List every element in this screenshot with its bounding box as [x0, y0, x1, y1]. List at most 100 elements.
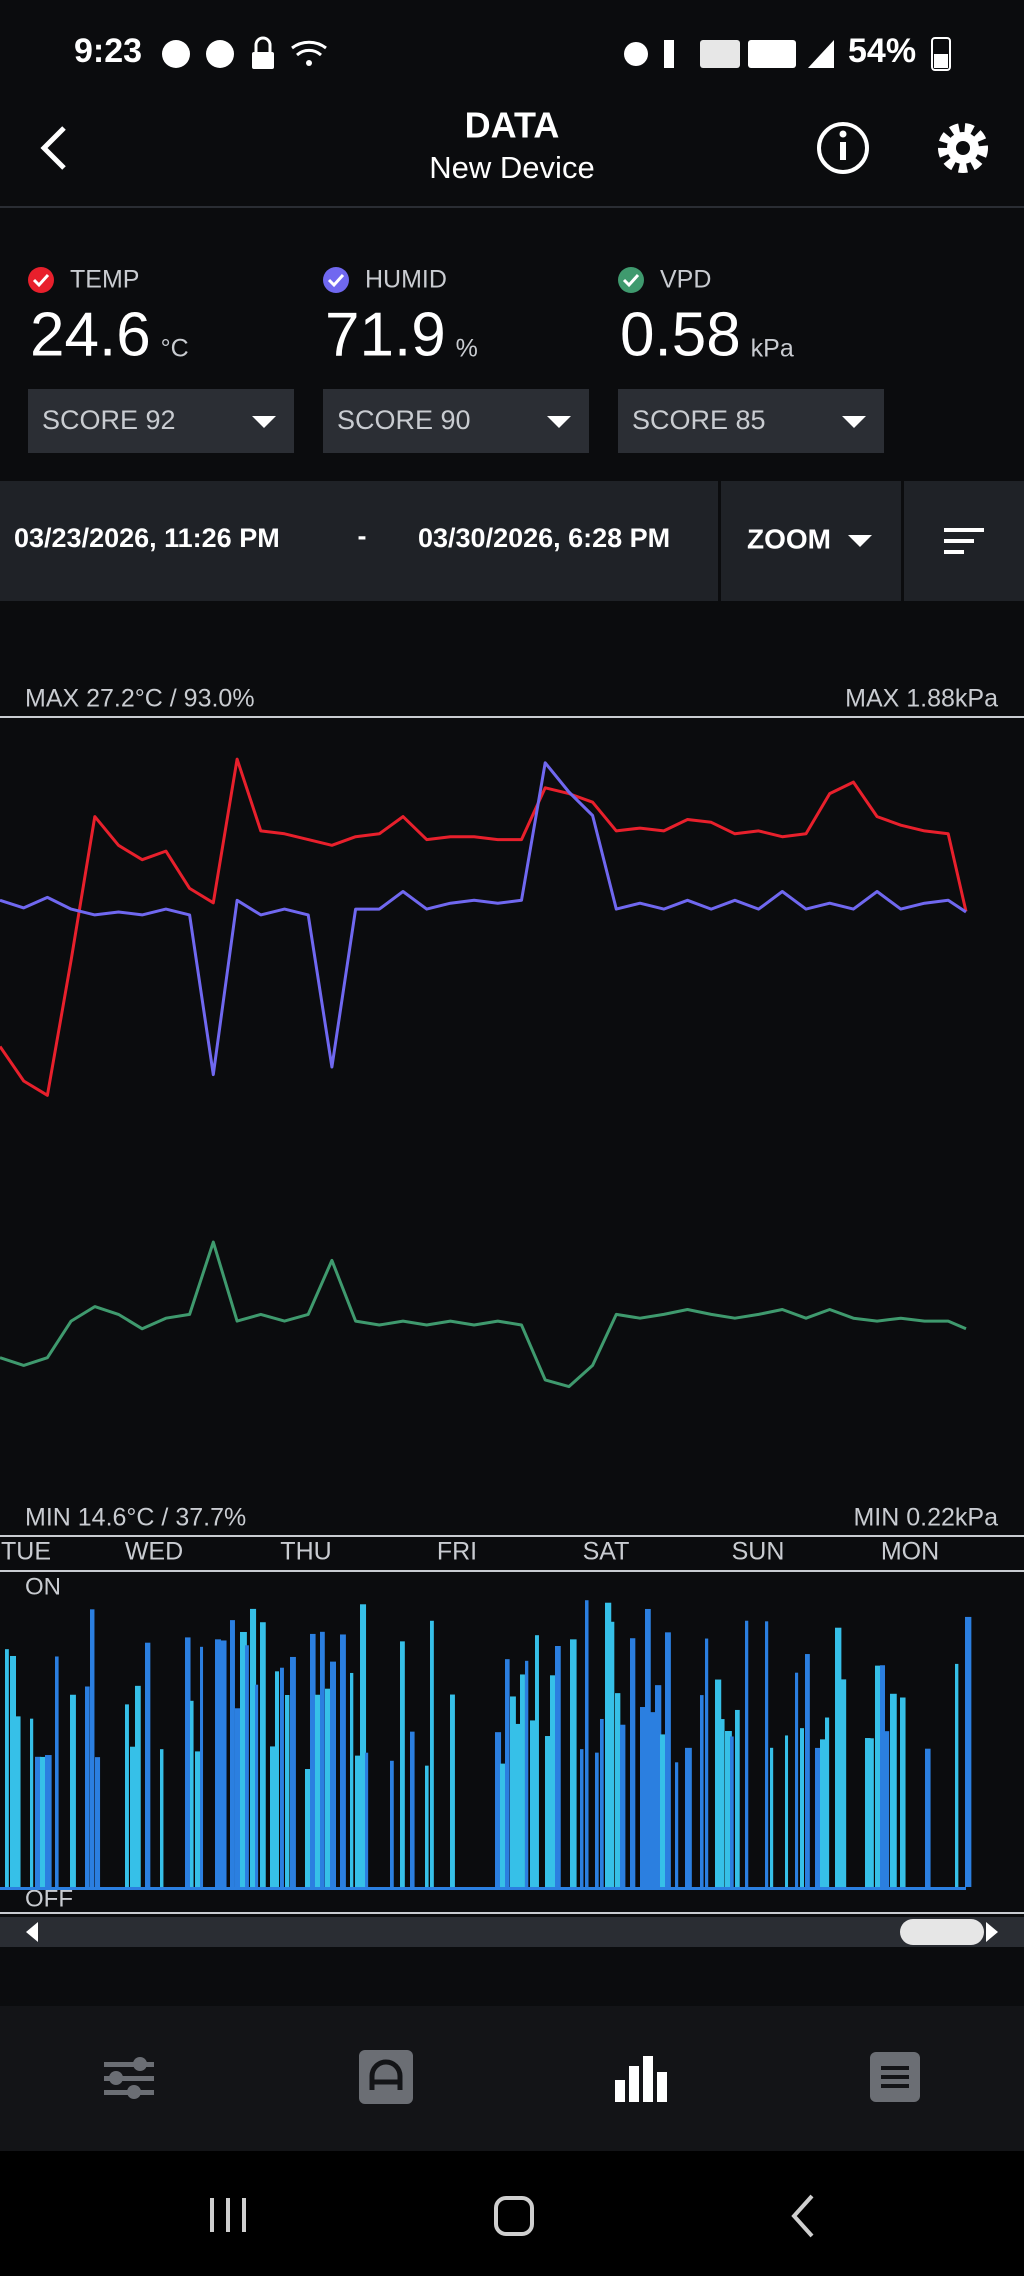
status-time: 9:23	[74, 32, 142, 70]
fan-bar	[785, 1735, 789, 1887]
fan-bar	[255, 1684, 259, 1887]
chart-bottom-line	[0, 1535, 1024, 1537]
score-arrow	[252, 416, 276, 428]
fan-bar	[425, 1765, 429, 1887]
zoom-button[interactable]: ZOOM	[747, 523, 831, 554]
fan-bar	[45, 1755, 52, 1887]
fan-bar	[215, 1639, 221, 1887]
date-bar-divider	[718, 481, 721, 601]
fan-bar	[340, 1634, 346, 1887]
status-battery: 54%	[848, 32, 916, 70]
score-dropdown[interactable]	[618, 389, 884, 453]
reading-unit: °C	[161, 335, 189, 363]
fan-bar	[675, 1762, 679, 1887]
fan-bar	[315, 1694, 322, 1887]
fan-bar	[310, 1633, 316, 1887]
fan-bar	[550, 1675, 557, 1887]
series-line	[0, 761, 967, 1077]
system-home[interactable]	[494, 2196, 534, 2236]
fan-bar	[745, 1620, 749, 1887]
sort-button[interactable]	[944, 528, 984, 554]
back-button[interactable]	[40, 126, 66, 170]
fan-bar	[570, 1639, 577, 1887]
fan-bar	[580, 1749, 584, 1887]
day-label: SAT	[583, 1538, 630, 1566]
end-date[interactable]: 03/30/2026, 6:28 PM	[418, 523, 670, 553]
system-recent[interactable]	[210, 2198, 246, 2232]
fan-bar	[290, 1656, 296, 1887]
fan-bar	[410, 1731, 415, 1887]
fan-bar	[55, 1656, 59, 1887]
fan-bar	[185, 1637, 191, 1887]
nav-controls[interactable]	[104, 2057, 154, 2099]
fan-bar	[535, 1635, 539, 1887]
reading-unit: kPa	[751, 335, 794, 363]
fan-bar	[585, 1600, 589, 1887]
status-icons-left	[162, 36, 327, 69]
fan-bar	[925, 1748, 931, 1887]
header-divider	[0, 206, 1024, 208]
fan-bar	[520, 1674, 525, 1887]
date-separator: -	[358, 521, 367, 551]
reading-value: 0.58	[620, 300, 741, 369]
score-dropdown[interactable]	[323, 389, 589, 453]
fan-bar	[525, 1660, 529, 1887]
fan-bar	[285, 1694, 290, 1887]
system-back[interactable]	[791, 2194, 814, 2238]
reading-value: 24.6	[30, 300, 151, 369]
fan-bar	[125, 1704, 129, 1887]
fan-bar	[145, 1642, 151, 1887]
scrollbar-thumb[interactable]	[900, 1919, 984, 1945]
fan-bar	[495, 1732, 502, 1887]
fan-bar	[900, 1697, 906, 1887]
fan-bar	[10, 1655, 17, 1887]
reading-label: TEMP	[70, 266, 139, 294]
fan-bar	[715, 1679, 722, 1887]
zoom-dropdown-arrow	[848, 535, 872, 547]
fan-bar	[795, 1672, 799, 1887]
day-axis-line	[0, 1570, 1024, 1572]
check-mark	[622, 273, 640, 288]
fan-bar	[85, 1686, 90, 1887]
fan-bar	[195, 1751, 202, 1887]
fan-bar	[70, 1694, 76, 1887]
fan-bar	[835, 1627, 842, 1887]
settings-button[interactable]	[938, 123, 988, 173]
day-label: THU	[280, 1538, 331, 1566]
score-label: SCORE 92	[42, 405, 176, 435]
max-left: MAX 27.2°C / 93.0%	[25, 685, 255, 713]
start-date[interactable]: 03/23/2026, 11:26 PM	[14, 523, 280, 553]
reading-unit: %	[456, 335, 478, 363]
check-mark	[327, 273, 345, 288]
fan-bar	[765, 1621, 769, 1887]
nav-logs[interactable]	[870, 2052, 920, 2102]
readings: TEMP 24.6 °C SCORE 92 HUMID 71.9 % SCORE 90 VPD 0…	[28, 266, 884, 453]
info-button[interactable]	[817, 122, 869, 174]
day-label: SUN	[732, 1538, 785, 1566]
score-dropdown[interactable]	[28, 389, 294, 453]
fan-bar	[450, 1694, 455, 1887]
chart-top-line	[0, 716, 1024, 718]
scrollbar-track	[0, 1917, 1024, 1947]
fan-bar	[330, 1661, 337, 1887]
fan-bar	[325, 1688, 331, 1887]
fan-bar	[815, 1747, 821, 1887]
score-label: SCORE 85	[632, 405, 766, 435]
fan-bar	[320, 1631, 325, 1887]
fan-bar	[805, 1654, 810, 1887]
scroll-left[interactable]	[26, 1922, 38, 1942]
scroll-right[interactable]	[986, 1922, 998, 1942]
series-line	[0, 1240, 967, 1389]
fan-baseline	[0, 1887, 966, 1890]
score-label: SCORE 90	[337, 405, 471, 435]
fan-bar	[260, 1622, 266, 1887]
fan-bar	[615, 1693, 621, 1887]
fan-bar	[30, 1718, 34, 1887]
fan-bar	[870, 1738, 874, 1887]
nav-automation[interactable]	[359, 2050, 413, 2104]
date-bar	[0, 481, 1024, 601]
nav-data[interactable]	[615, 2056, 667, 2102]
fan-bar	[95, 1757, 101, 1887]
